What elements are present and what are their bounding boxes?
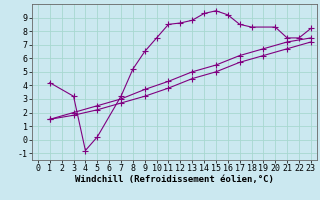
X-axis label: Windchill (Refroidissement éolien,°C): Windchill (Refroidissement éolien,°C) xyxy=(75,175,274,184)
